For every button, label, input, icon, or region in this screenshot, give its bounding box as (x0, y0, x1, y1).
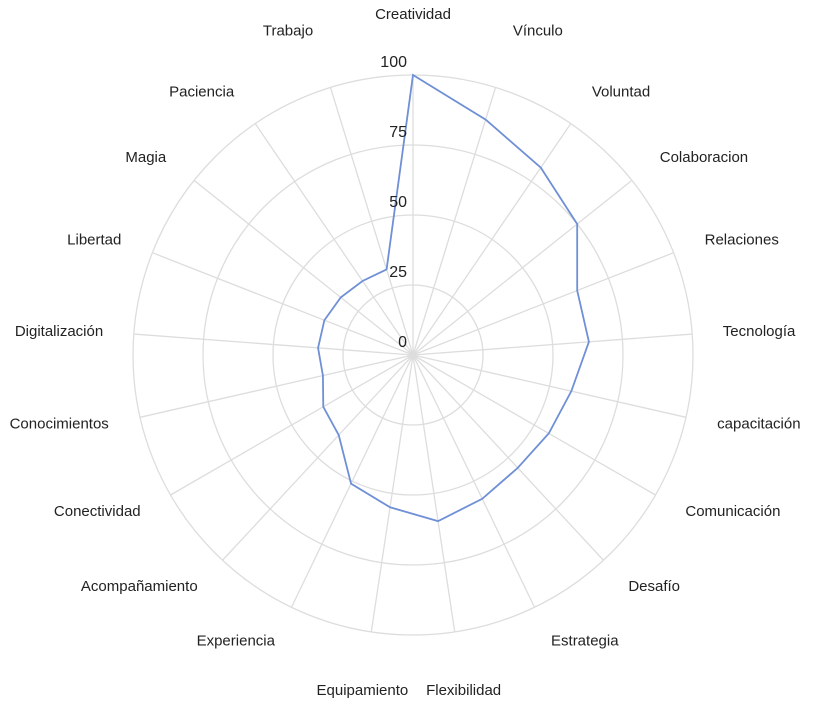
grid-spoke (329, 87, 414, 356)
axis-label: Equipamiento (317, 682, 409, 699)
axis-label: Flexibilidad (426, 682, 501, 699)
grid-spoke (170, 354, 414, 496)
grid-spoke (412, 333, 693, 356)
tick-label: 100 (380, 54, 407, 71)
axis-label: Voluntad (592, 84, 650, 101)
grid-spoke (370, 354, 414, 632)
grid-spoke (193, 179, 414, 356)
axis-label: Experiencia (197, 633, 276, 650)
axis-label: Trabajo (263, 22, 313, 39)
grid-spoke (412, 354, 536, 608)
tick-label: 0 (398, 334, 407, 351)
axis-label: capacitación (717, 415, 800, 432)
tick-label: 50 (389, 194, 407, 211)
grid-spoke (412, 354, 656, 496)
axis-label: Paciencia (169, 84, 235, 101)
grid-spoke (412, 179, 633, 356)
grid-spoke (412, 354, 456, 632)
axis-label: Magia (125, 149, 167, 166)
axis-label: Conectividad (54, 503, 141, 520)
axis-label: Acompañamiento (81, 578, 198, 595)
axis-label: Relaciones (705, 232, 779, 249)
grid-spoke (222, 354, 414, 561)
axis-label: Comunicación (685, 503, 780, 520)
grid-spoke (152, 252, 414, 356)
grid-spoke (139, 354, 414, 418)
axis-label: Digitalización (15, 323, 103, 340)
axis-label: Vínculo (513, 22, 563, 39)
grid-spoke (412, 354, 604, 561)
grid-spoke (133, 333, 414, 356)
axis-label: Creatividad (375, 6, 451, 23)
grid-spoke (254, 123, 414, 356)
axis-label: Libertad (67, 232, 121, 249)
axis-label: Colaboracion (660, 149, 748, 166)
axis-label: Desafío (628, 578, 680, 595)
axis-label: Conocimientos (10, 415, 109, 432)
grid-spoke (412, 354, 687, 418)
tick-label: 75 (389, 124, 407, 141)
grid-spoke (412, 123, 572, 356)
axis-label: Estrategia (551, 633, 619, 650)
grid-spoke (412, 87, 497, 356)
grid-spoke (412, 252, 674, 356)
grid-spoke (290, 354, 414, 608)
axis-label: Tecnología (723, 323, 796, 340)
series-line (317, 73, 590, 523)
tick-label: 25 (389, 264, 407, 281)
